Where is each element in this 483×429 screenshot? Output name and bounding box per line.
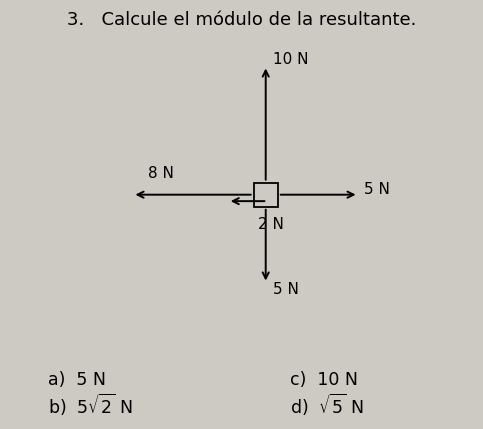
- Text: 3.   Calcule el módulo de la resultante.: 3. Calcule el módulo de la resultante.: [67, 11, 416, 29]
- Text: 8 N: 8 N: [148, 166, 174, 181]
- Text: a)  5 N: a) 5 N: [48, 371, 106, 389]
- Text: c)  10 N: c) 10 N: [290, 371, 358, 389]
- Text: d)  $\sqrt{5}\ \mathrm{N}$: d) $\sqrt{5}\ \mathrm{N}$: [290, 393, 363, 418]
- Text: 5 N: 5 N: [273, 282, 299, 297]
- Text: 5 N: 5 N: [364, 182, 390, 197]
- Bar: [254, 183, 278, 207]
- Text: b)  $5\sqrt{2}\ \mathrm{N}$: b) $5\sqrt{2}\ \mathrm{N}$: [48, 393, 133, 418]
- Text: 2 N: 2 N: [257, 217, 284, 232]
- Text: 10 N: 10 N: [273, 51, 309, 66]
